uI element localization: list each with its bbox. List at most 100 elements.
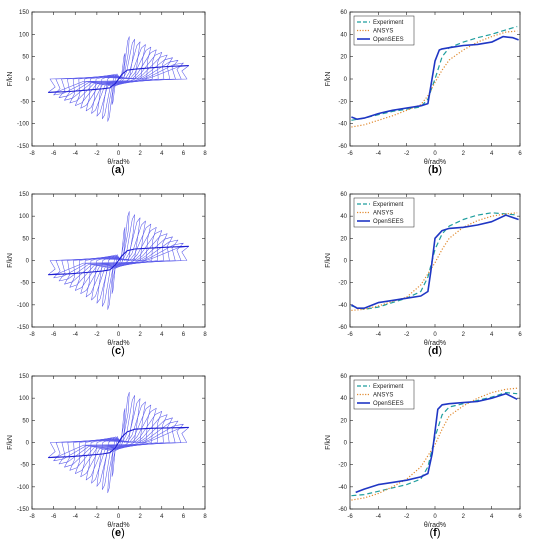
legend-label: Experiment: [373, 384, 404, 390]
series-line-experiment: [351, 212, 518, 310]
legend-label: Experiment: [373, 20, 404, 26]
hysteresis-loop: [75, 411, 163, 474]
y-tick-label: 20: [340, 55, 347, 61]
y-tick-label: 40: [340, 396, 347, 402]
y-tick-label: 0: [344, 441, 348, 447]
x-tick-label: -6: [51, 332, 57, 338]
x-tick-label: -4: [376, 514, 382, 520]
hysteresis-loop: [64, 236, 173, 285]
y-axis-label: F/kN: [325, 435, 332, 450]
skeleton-curve: [48, 245, 189, 276]
y-tick-label: 60: [340, 374, 347, 380]
y-tick-label: 50: [22, 236, 29, 242]
legend-label: OpenSEES: [373, 219, 404, 225]
y-tick-label: 100: [19, 214, 30, 220]
x-tick-label: 4: [160, 332, 164, 338]
x-tick-label: -4: [73, 514, 79, 520]
hysteresis-loop: [53, 242, 184, 279]
y-axis-label: F/kN: [7, 435, 14, 450]
hysteresis-loop: [47, 65, 190, 93]
x-tick-label: -4: [376, 151, 382, 157]
x-axis-label: θ/rad%: [107, 522, 129, 529]
y-tick-label: 60: [340, 10, 347, 16]
panel-caption: (e): [111, 527, 124, 539]
x-tick-label: 0: [433, 332, 437, 338]
y-tick-label: -100: [17, 122, 30, 128]
x-tick-label: 2: [462, 332, 466, 338]
y-tick-label: -40: [338, 485, 347, 491]
x-tick-label: 2: [138, 514, 142, 520]
legend-label: OpenSEES: [373, 37, 404, 43]
x-tick-label: -4: [73, 332, 79, 338]
y-tick-label: -100: [17, 485, 30, 491]
x-tick-label: 2: [462, 514, 466, 520]
x-tick-label: 2: [138, 151, 142, 157]
y-tick-label: 0: [26, 77, 30, 83]
hysteresis-loop: [58, 60, 179, 98]
y-tick-label: -40: [338, 122, 347, 128]
skeleton-curve: [48, 65, 189, 93]
y-axis-label: F/kN: [325, 253, 332, 268]
x-tick-label: 6: [182, 514, 186, 520]
skeleton-curve: [48, 426, 189, 459]
x-tick-label: -2: [404, 151, 410, 157]
series-line-ansys: [351, 387, 518, 501]
panel-caption: (b): [428, 164, 442, 176]
y-tick-label: 100: [19, 396, 30, 402]
x-axis-label: θ/rad%: [424, 340, 446, 347]
y-axis-label: F/kN: [7, 72, 14, 87]
hysteresis-loop: [58, 420, 179, 465]
x-tick-label: 4: [160, 514, 164, 520]
y-axis-label: F/kN: [325, 72, 332, 87]
y-tick-label: -60: [338, 325, 347, 331]
panel-caption: (c): [111, 345, 124, 357]
hysteresis-loop: [75, 230, 163, 291]
x-tick-label: 2: [462, 151, 466, 157]
hysteresis-loop: [69, 54, 168, 104]
x-tick-label: 8: [203, 151, 207, 157]
x-tick-label: -4: [376, 332, 382, 338]
x-tick-label: 8: [203, 514, 207, 520]
x-tick-label: 4: [160, 151, 164, 157]
legend-box: [353, 379, 415, 410]
x-tick-label: -4: [73, 151, 79, 157]
x-tick-label: 6: [182, 332, 186, 338]
y-tick-label: -150: [17, 507, 30, 513]
x-axis-label: θ/rad%: [107, 340, 129, 347]
y-tick-label: -50: [20, 463, 29, 469]
legend-label: OpenSEES: [373, 401, 404, 407]
panel-caption: (a): [111, 164, 124, 176]
legend-label: ANSYS: [373, 211, 393, 217]
y-tick-label: 150: [19, 192, 30, 198]
series-line-opensees: [355, 392, 518, 494]
x-tick-label: -6: [51, 514, 57, 520]
series-line-opensees: [351, 35, 519, 120]
series-line-experiment: [351, 25, 518, 121]
x-tick-label: 0: [117, 151, 121, 157]
legend-label: ANSYS: [373, 393, 393, 399]
x-tick-label: 0: [117, 514, 121, 520]
panel-caption: (f): [429, 527, 440, 539]
y-tick-label: -20: [338, 281, 347, 287]
series-line-ansys: [351, 212, 518, 311]
x-tick-label: -6: [347, 151, 353, 157]
y-tick-label: -40: [338, 303, 347, 309]
y-tick-label: 150: [19, 10, 30, 16]
x-axis-label: θ/rad%: [424, 159, 446, 166]
hysteresis-loop: [47, 427, 190, 458]
y-tick-label: -150: [17, 325, 30, 331]
x-tick-label: 2: [138, 332, 142, 338]
y-tick-label: -150: [17, 144, 30, 150]
x-tick-label: -6: [51, 151, 57, 157]
x-tick-label: 4: [490, 514, 494, 520]
y-tick-label: -50: [20, 281, 29, 287]
series-line-opensees: [350, 214, 519, 309]
hysteresis-loop: [64, 417, 173, 468]
x-tick-label: -2: [404, 332, 410, 338]
hysteresis-loop: [69, 414, 168, 471]
x-tick-label: 4: [490, 332, 494, 338]
y-tick-label: 0: [344, 259, 348, 265]
x-tick-label: -6: [347, 514, 353, 520]
panel-caption: (d): [428, 345, 442, 357]
